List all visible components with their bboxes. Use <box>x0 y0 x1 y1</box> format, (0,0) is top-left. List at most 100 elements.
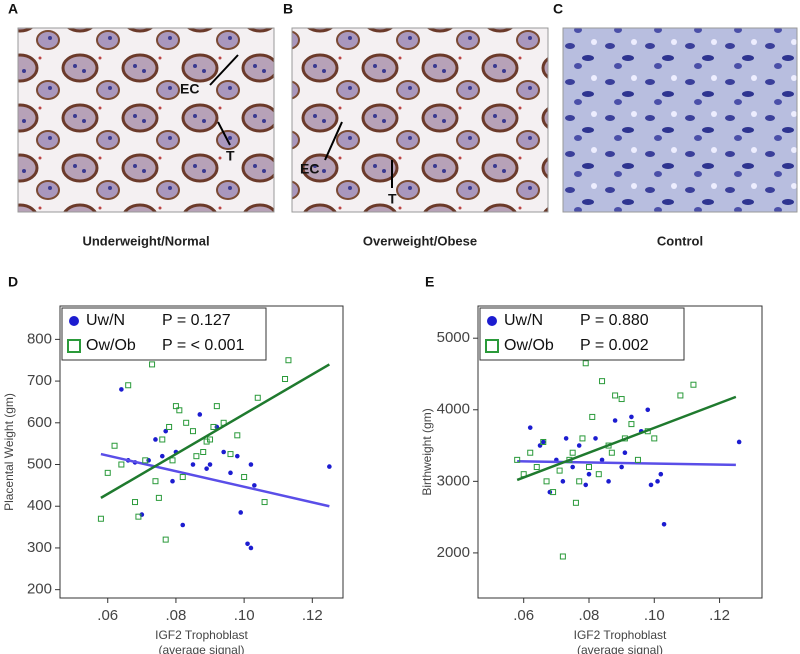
point <box>155 494 162 501</box>
x-tick-label: .06 <box>97 607 118 624</box>
point <box>149 361 156 368</box>
legend-marker <box>487 316 497 326</box>
y-tick-label: 3000 <box>437 472 470 489</box>
panel-letter: B <box>283 1 293 17</box>
point <box>153 437 158 442</box>
legend <box>61 307 267 361</box>
annotation: EC <box>180 81 199 97</box>
y-tick-label: 5000 <box>437 329 470 346</box>
point <box>595 471 602 478</box>
point <box>97 515 104 522</box>
point <box>261 499 268 506</box>
point <box>629 414 634 420</box>
point <box>146 458 151 463</box>
x-tick-label: .10 <box>644 607 665 624</box>
point <box>189 428 196 435</box>
point <box>651 435 658 442</box>
point <box>619 464 624 470</box>
point <box>547 489 553 495</box>
point <box>125 382 132 389</box>
y-tick-label: 800 <box>27 330 52 347</box>
point <box>582 360 589 367</box>
legend-marker <box>69 316 79 326</box>
fit-line <box>100 452 330 508</box>
point <box>162 536 169 543</box>
point <box>213 403 220 410</box>
point <box>550 489 557 496</box>
point <box>606 479 611 484</box>
point <box>179 474 186 481</box>
point <box>170 478 175 484</box>
legend-label: Ow/Ob <box>86 337 136 354</box>
legend-label: Uw/N <box>504 312 543 329</box>
arrow <box>209 54 239 86</box>
fit-line <box>517 460 736 467</box>
point <box>645 407 651 413</box>
point <box>540 439 546 445</box>
point <box>690 381 697 388</box>
point <box>241 474 248 481</box>
caption: Control <box>657 233 703 248</box>
point <box>176 407 183 414</box>
arrow <box>324 121 343 161</box>
point <box>172 403 179 410</box>
point <box>634 456 641 463</box>
legend-p-value: P = < 0.001 <box>162 337 245 354</box>
y-axis-label: Placental Weight (gm) <box>2 393 16 511</box>
point <box>559 553 566 560</box>
x-axis-label: IGF2 Trophoblast <box>574 628 667 642</box>
y-tick-label: 200 <box>27 581 52 598</box>
point <box>142 457 149 464</box>
point <box>254 394 261 401</box>
point <box>628 421 635 428</box>
arrow <box>217 121 231 146</box>
point <box>589 413 596 420</box>
point <box>152 478 159 485</box>
legend-p-value: P = 0.127 <box>162 312 231 329</box>
point <box>135 513 142 520</box>
fit-line <box>100 363 330 499</box>
point <box>563 436 569 441</box>
fit-line <box>516 395 737 482</box>
point <box>163 428 168 434</box>
point <box>282 376 289 382</box>
point <box>238 510 244 515</box>
point <box>543 478 550 485</box>
point <box>579 435 586 442</box>
panel-letter: E <box>425 274 434 290</box>
point <box>533 464 540 471</box>
point <box>618 396 625 403</box>
panel-letter: C <box>553 1 563 17</box>
point <box>599 457 605 463</box>
point <box>119 387 124 392</box>
x-axis-label: (average signal) <box>158 643 244 654</box>
point <box>540 438 547 445</box>
point <box>648 482 654 488</box>
point <box>560 479 566 484</box>
point <box>204 466 209 471</box>
y-tick-label: 4000 <box>437 401 470 418</box>
point <box>248 462 254 467</box>
legend-marker <box>67 339 81 353</box>
y-tick-label: 600 <box>27 414 52 431</box>
legend <box>479 307 685 361</box>
point <box>570 464 575 470</box>
y-tick-label: 2000 <box>437 544 470 561</box>
caption: Overweight/Obese <box>363 233 477 248</box>
point <box>207 436 214 443</box>
point <box>180 522 186 528</box>
point <box>104 469 111 476</box>
x-tick-label: .12 <box>302 607 323 624</box>
y-tick-label: 300 <box>27 539 52 556</box>
point <box>527 425 533 430</box>
point <box>327 464 332 469</box>
point <box>576 443 582 448</box>
point <box>608 449 615 456</box>
point <box>169 457 176 464</box>
point <box>569 449 576 456</box>
point <box>537 443 543 448</box>
point <box>228 470 233 476</box>
point <box>132 499 139 506</box>
x-tick-label: .10 <box>234 607 255 624</box>
